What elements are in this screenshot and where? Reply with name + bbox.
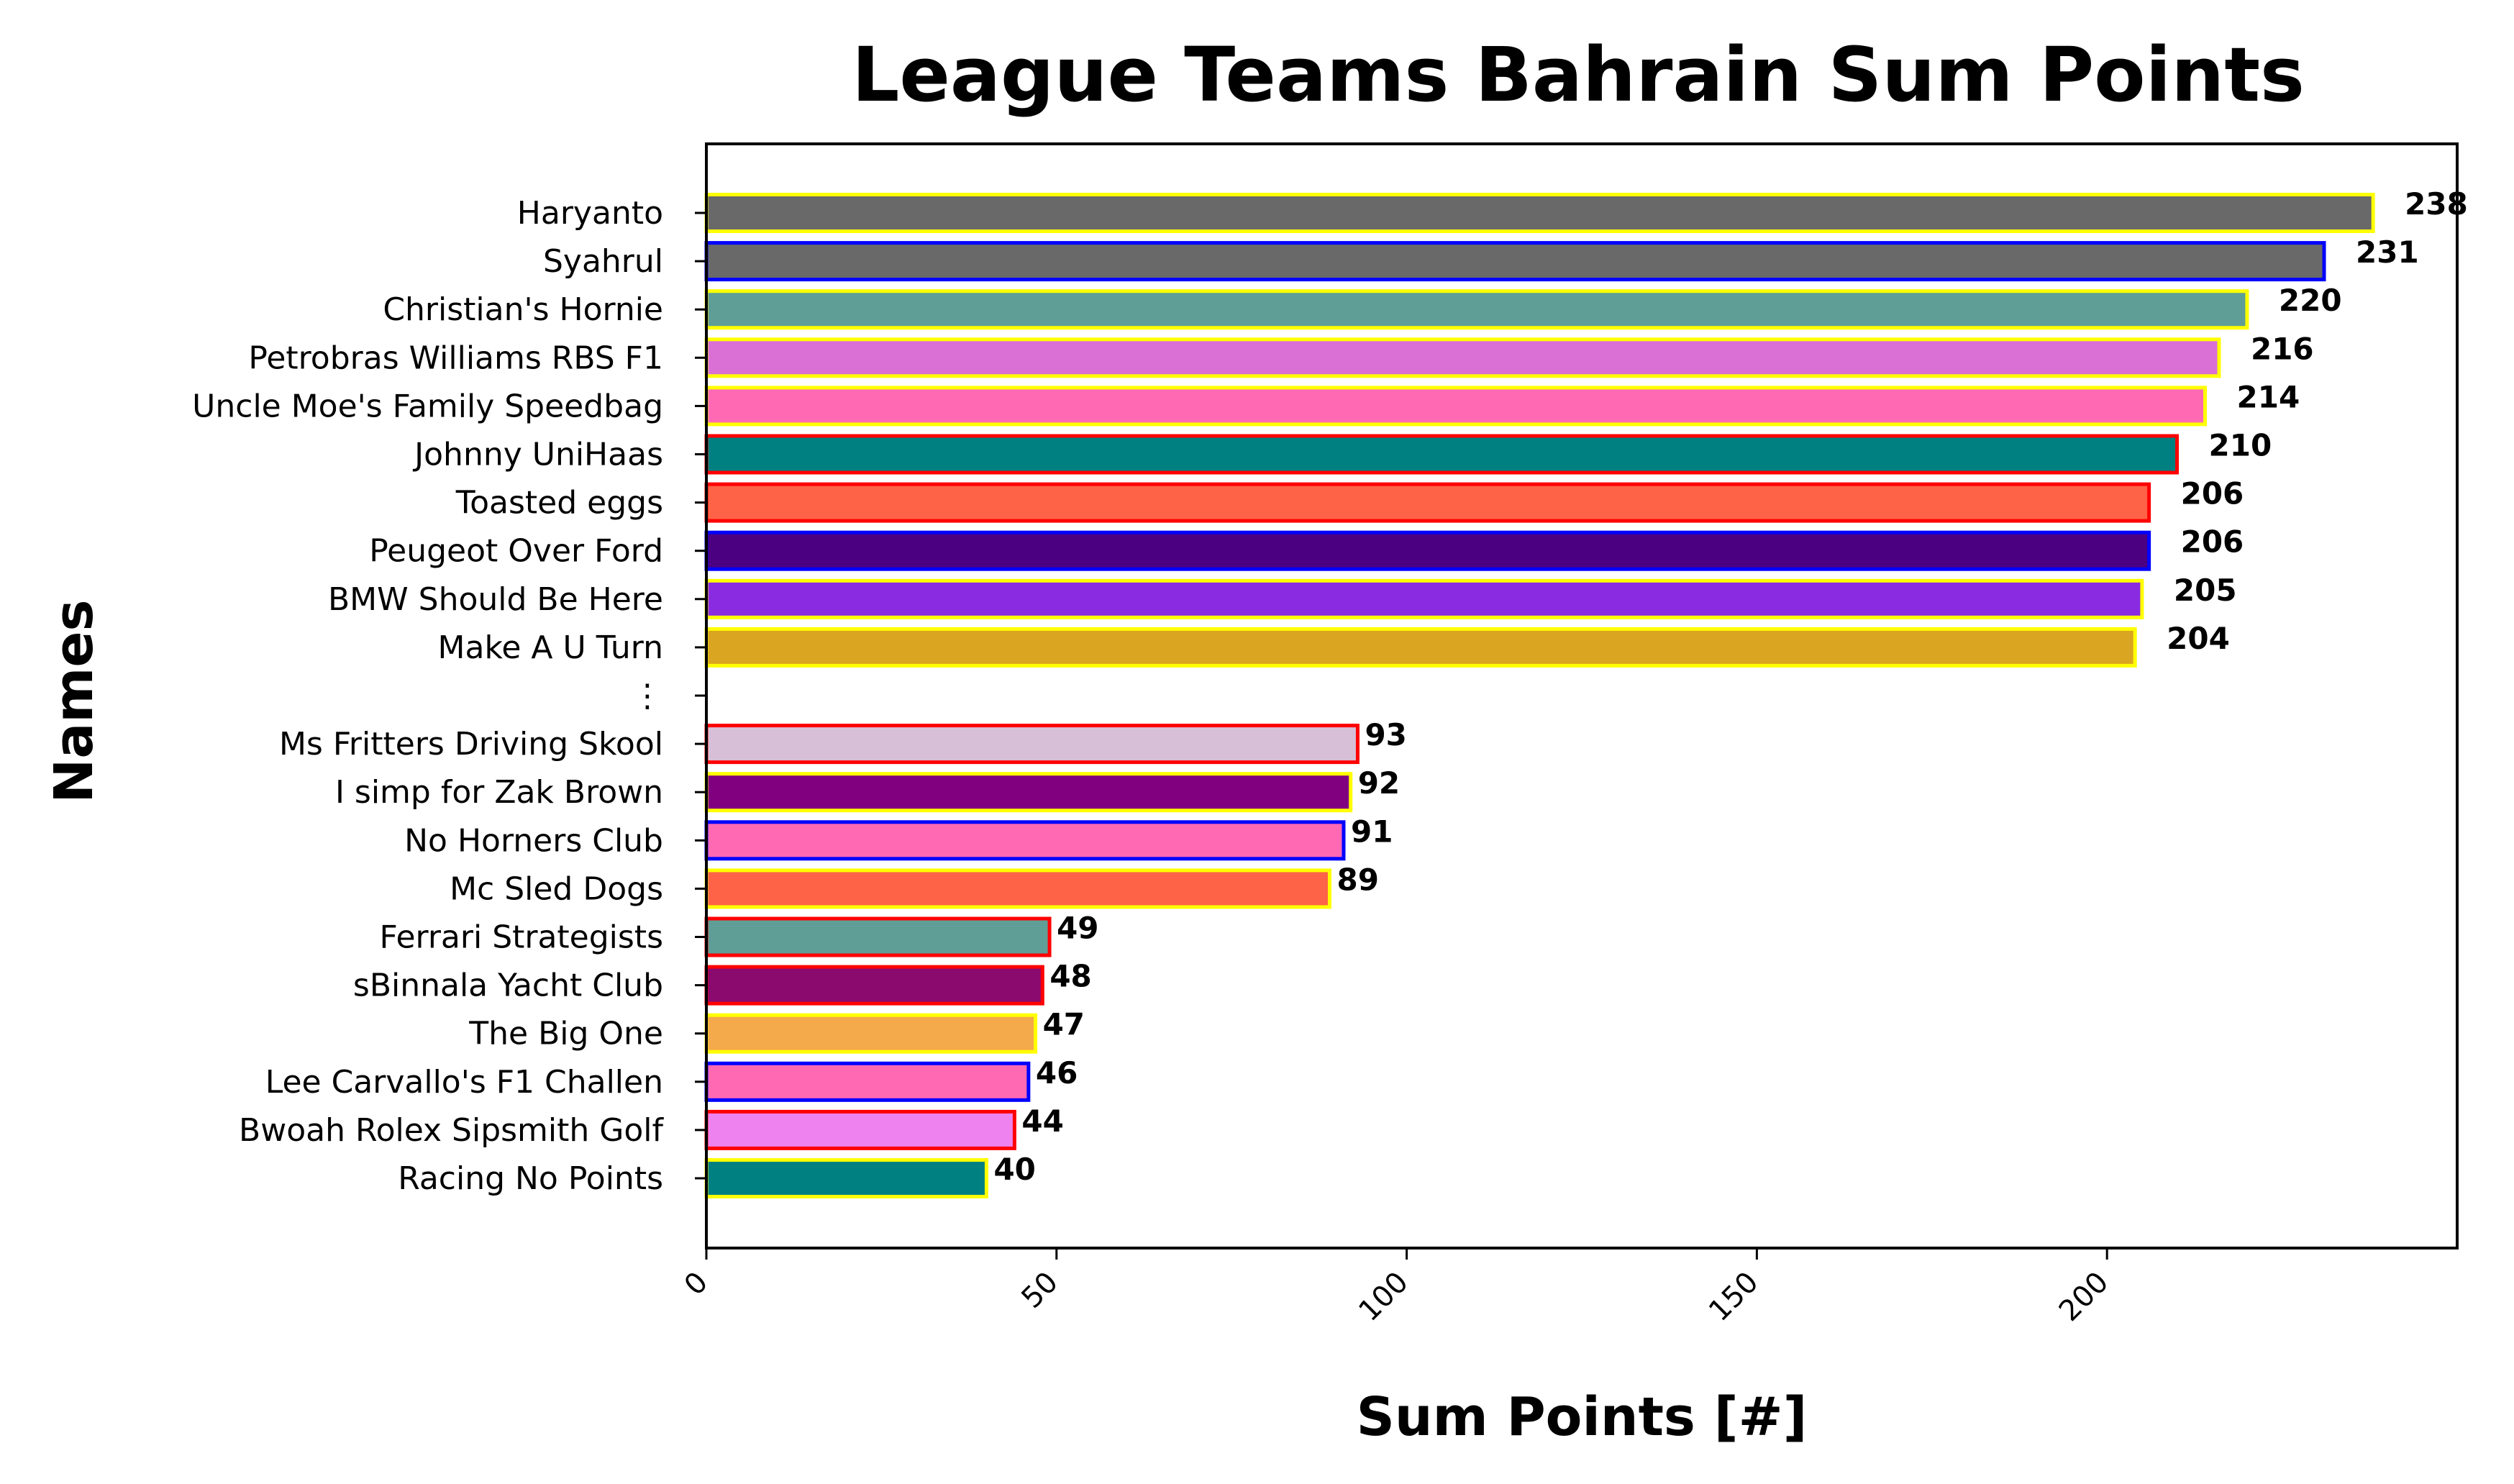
y-tick-label: Ferrari Strategists bbox=[380, 919, 663, 956]
bar bbox=[704, 193, 2375, 233]
data-label: 49 bbox=[1057, 911, 1098, 946]
bar bbox=[704, 482, 2151, 523]
y-ticks: Haryanto Syahrul Christian's Hornie Petrobr… bbox=[192, 195, 706, 1197]
y-tick-label: Petrobras Williams RBS F1 bbox=[248, 340, 663, 376]
bar bbox=[704, 1013, 1038, 1054]
bar bbox=[704, 772, 1353, 813]
y-tick-label: Lee Carvallo's F1 Challen bbox=[265, 1064, 663, 1101]
y-tick-label: Uncle Moe's Family Speedbag bbox=[192, 388, 663, 424]
y-tick-label: Racing No Points bbox=[398, 1160, 663, 1197]
data-label: 204 bbox=[2167, 621, 2230, 656]
y-tick-label: Syahrul bbox=[543, 243, 663, 280]
data-label: 210 bbox=[2209, 428, 2272, 463]
y-tick-label: ⋮ bbox=[632, 678, 663, 714]
data-label: 206 bbox=[2181, 524, 2244, 560]
bar bbox=[704, 627, 2137, 668]
data-labels: 2382312202162142102062062052049392918949… bbox=[993, 186, 2467, 1187]
bar bbox=[704, 241, 2326, 282]
y-tick-label: Make A U Turn bbox=[438, 629, 663, 666]
bar bbox=[704, 434, 2180, 475]
bar bbox=[704, 337, 2221, 378]
data-label: 205 bbox=[2174, 573, 2237, 608]
y-tick-label: Bwoah Rolex Sipsmith Golf bbox=[239, 1112, 664, 1149]
y-tick-label: The Big One bbox=[468, 1016, 663, 1052]
data-label: 93 bbox=[1365, 717, 1406, 752]
data-label: 92 bbox=[1358, 765, 1400, 801]
bar bbox=[704, 1158, 988, 1198]
y-tick-label: Mc Sled Dogs bbox=[450, 870, 663, 907]
data-label: 91 bbox=[1351, 814, 1393, 849]
data-label: 231 bbox=[2356, 235, 2419, 270]
bar bbox=[704, 916, 1052, 957]
y-tick-label: No Horners Club bbox=[404, 822, 663, 859]
y-tick-label: BMW Should Be Here bbox=[328, 581, 663, 618]
data-label: 214 bbox=[2237, 379, 2300, 414]
y-tick-label: Ms Fritters Driving Skool bbox=[279, 726, 663, 763]
y-tick-label: I simp for Zak Brown bbox=[335, 774, 663, 811]
data-label: 220 bbox=[2279, 283, 2342, 318]
data-label: 48 bbox=[1049, 959, 1091, 994]
y-tick-label: Peugeot Over Ford bbox=[369, 533, 663, 570]
data-label: 206 bbox=[2181, 476, 2244, 511]
data-label: 89 bbox=[1337, 862, 1379, 897]
data-label: 47 bbox=[1043, 1007, 1085, 1042]
bar bbox=[704, 820, 1346, 861]
y-axis-label: Names bbox=[43, 599, 105, 803]
y-tick-label: Christian's Hornie bbox=[383, 291, 663, 328]
chart-title: League Teams Bahrain Sum Points bbox=[852, 31, 2305, 119]
bars-layer bbox=[704, 193, 2375, 1198]
bar bbox=[704, 289, 2249, 330]
y-tick-label: sBinnala Yacht Club bbox=[353, 968, 663, 1004]
bar bbox=[704, 965, 1044, 1006]
bar bbox=[704, 578, 2144, 619]
bar bbox=[704, 530, 2151, 571]
bar bbox=[704, 386, 2208, 427]
y-tick-label: Johnny UniHaas bbox=[412, 437, 663, 473]
plot-frame bbox=[705, 142, 2459, 1249]
bar bbox=[704, 1061, 1031, 1102]
bar bbox=[704, 724, 1360, 765]
y-tick-label: Haryanto bbox=[517, 195, 663, 232]
y-tick-label: Toasted eggs bbox=[455, 485, 663, 522]
bar bbox=[704, 1109, 1016, 1150]
data-label: 216 bbox=[2251, 331, 2314, 366]
bar bbox=[704, 868, 1332, 909]
data-label: 40 bbox=[993, 1152, 1035, 1187]
x-axis-label: Sum Points [#] bbox=[1357, 1386, 1808, 1448]
data-label: 44 bbox=[1021, 1103, 1063, 1139]
data-label: 46 bbox=[1036, 1055, 1078, 1091]
